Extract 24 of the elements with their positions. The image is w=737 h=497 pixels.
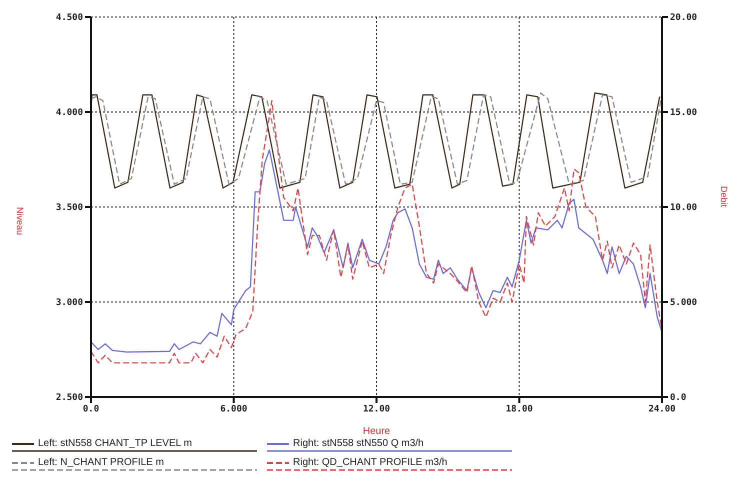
y2-tick-label: 10.00 (670, 203, 698, 214)
y2-axis-title: Debit (718, 186, 729, 208)
y-tick-label: 4.000 (56, 108, 83, 118)
y-tick-label: 3.000 (56, 298, 83, 308)
y-tick-label: 2.500 (56, 393, 83, 404)
y2-tick-label: 0.0 (670, 393, 686, 404)
legend-label: Right: stN558 stN550 Q m3/h (293, 438, 424, 449)
x-tick-label: 0.0 (82, 404, 100, 414)
x-tick-label: 24.00 (648, 404, 676, 414)
x-tick-label: 12.00 (362, 404, 390, 414)
legend-label: Left: N_CHANT PROFILE m (38, 457, 164, 468)
y2-tick-label: 15.00 (670, 108, 698, 118)
y2-tick-label: 5.000 (670, 298, 698, 308)
x-axis-title: Heure (362, 426, 391, 437)
legend-label: Left: stN558 CHANT_TP LEVEL m (38, 438, 192, 449)
line-series (91, 100, 662, 364)
x-tick-label: 6.000 (220, 404, 248, 414)
y-tick-label: 4.500 (56, 13, 83, 24)
x-tick-label: 18.00 (506, 404, 533, 414)
line-series (91, 149, 662, 353)
legend-label: Right: QD_CHANT PROFILE m3/h (293, 457, 448, 468)
y-tick-label: 3.500 (56, 203, 83, 214)
y2-tick-label: 20.00 (670, 13, 698, 24)
y-axis-title: Niveau (14, 207, 25, 236)
